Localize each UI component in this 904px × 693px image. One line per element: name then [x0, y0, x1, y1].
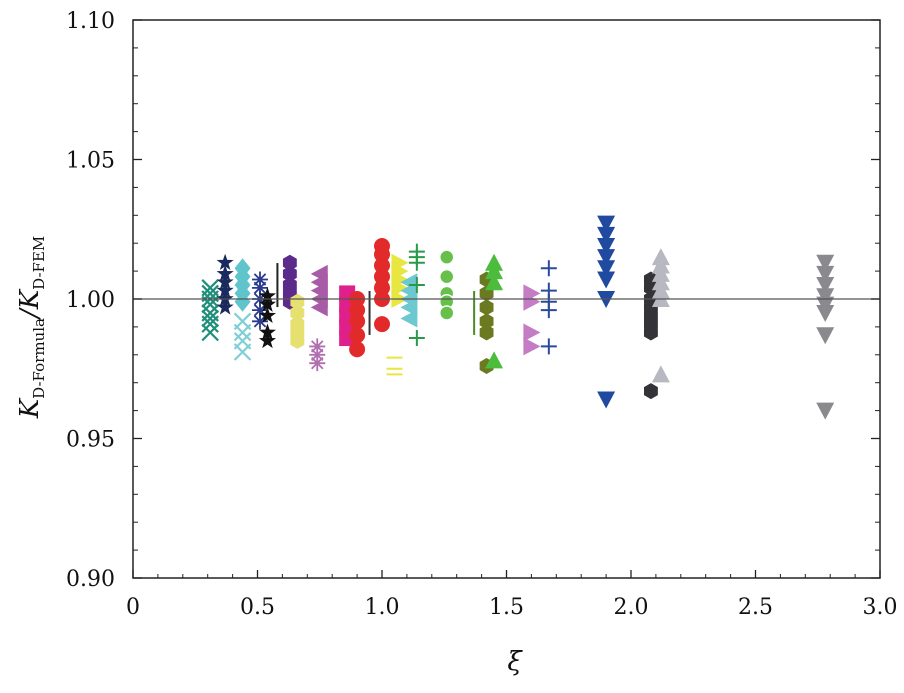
y-label-part-2: D-Formula: [30, 318, 48, 399]
data-point: [597, 391, 616, 409]
data-point: [258, 306, 277, 324]
data-point: [374, 246, 390, 263]
data-point: [523, 337, 541, 356]
x-axis-label: ξ: [507, 647, 523, 677]
data-point: [309, 355, 326, 372]
x-tick-label: 0: [126, 595, 140, 620]
data-point: [485, 351, 504, 369]
y-tick-label: 0.95: [66, 428, 115, 453]
data-point: [258, 323, 277, 340]
data-point: [479, 299, 494, 316]
data-point: [258, 295, 277, 312]
data-point: [597, 249, 616, 267]
y-label-part-3: /: [15, 307, 45, 321]
data-point: [816, 304, 835, 322]
data-point: [597, 271, 616, 289]
x-tick-label: 3.0: [863, 595, 898, 620]
data-point: [523, 323, 541, 342]
data-point: [597, 215, 616, 233]
y-label-part-5: D-FEM: [30, 236, 48, 290]
data-point: [816, 265, 835, 283]
data-point: [201, 323, 219, 342]
data-point: [290, 304, 305, 321]
data-point: [251, 279, 268, 296]
data-point: [349, 341, 366, 358]
data-point: [643, 324, 658, 341]
data-point: [251, 302, 268, 319]
data-point: [234, 291, 251, 312]
data-point: [540, 302, 557, 319]
data-point: [216, 281, 234, 298]
data-marks: [201, 215, 835, 420]
data-point: [408, 277, 425, 294]
data-point: [310, 298, 328, 317]
data-point: [597, 226, 616, 244]
y-tick-label: 1.10: [66, 9, 115, 34]
x-tick-label: 2.5: [738, 595, 773, 620]
data-point: [258, 331, 277, 349]
data-point: [816, 327, 835, 345]
data-point: [485, 262, 504, 280]
data-point: [216, 290, 234, 307]
data-point: [251, 271, 268, 288]
data-point: [816, 277, 835, 295]
data-point: [374, 257, 390, 274]
data-point: [523, 292, 541, 311]
data-point: [258, 287, 277, 304]
data-point: [216, 264, 234, 282]
data-point: [349, 302, 366, 319]
data-point: [374, 316, 390, 333]
data-point: [643, 279, 658, 296]
axis-ticks: 0 0.5 1.0 1.5 2.0 2.5 3.0 0.90 0.95 1.00 1.05 1.10: [66, 9, 897, 620]
x-tick-label: 1.5: [489, 595, 524, 620]
data-point: [233, 323, 252, 342]
data-point: [374, 279, 390, 296]
data-point: [816, 402, 835, 420]
x-tick-label: 0.5: [240, 595, 275, 620]
data-point: [290, 293, 305, 310]
x-tick-label: 2.0: [614, 595, 649, 620]
y-tick-label: 1.05: [66, 149, 115, 174]
data-point: [309, 346, 326, 363]
data-point: [540, 260, 557, 277]
y-label-part-4: K: [15, 288, 45, 310]
data-point: [251, 313, 268, 330]
data-point: [597, 260, 616, 278]
data-point: [479, 313, 494, 330]
y-tick-label: 0.90: [66, 567, 115, 592]
data-point: [282, 265, 297, 282]
plot-frame: [132, 19, 881, 579]
data-point: [438, 268, 455, 285]
data-point: [408, 254, 425, 271]
data-point: [282, 254, 297, 271]
y-tick-label: 1.00: [66, 288, 115, 313]
data-point: [216, 253, 234, 271]
data-point: [540, 338, 557, 355]
data-point: [816, 254, 835, 272]
data-point: [201, 315, 219, 333]
data-point: [201, 309, 219, 328]
y-label-part-1: K: [15, 397, 45, 419]
data-point: [216, 298, 234, 315]
data-point: [233, 343, 252, 361]
data-point: [309, 338, 326, 355]
data-point: [597, 237, 616, 255]
data-point: [438, 249, 455, 265]
data-point: [651, 365, 670, 383]
data-point: [479, 324, 494, 341]
data-point: [643, 383, 658, 400]
data-point: [290, 332, 305, 349]
data-point: [485, 273, 504, 291]
data-point: [374, 268, 390, 285]
y-axis-label: KD-Formula/KD-FEM: [15, 236, 48, 420]
data-point: [349, 327, 366, 344]
data-point: [408, 330, 425, 347]
data-point: [438, 305, 455, 321]
x-tick-label: 1.0: [365, 595, 400, 620]
data-point: [216, 273, 234, 290]
data-point: [400, 309, 418, 328]
data-point: [349, 313, 366, 330]
